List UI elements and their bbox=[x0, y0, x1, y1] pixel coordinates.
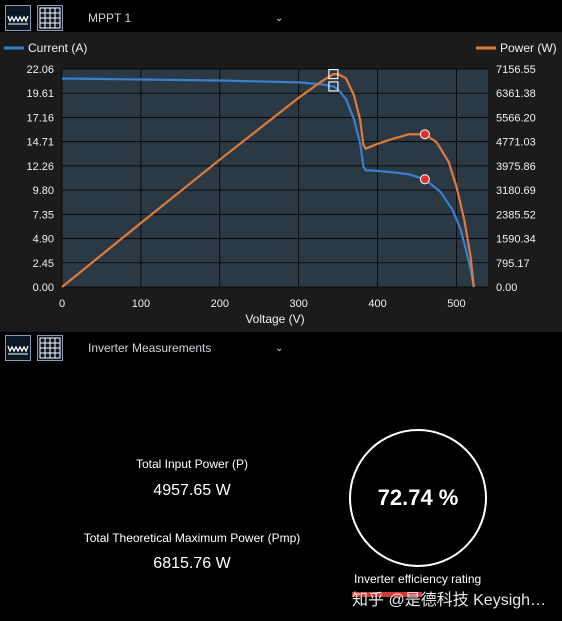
y-right-tick-label: 2385.52 bbox=[496, 209, 536, 221]
axis-ticks: 0.00 0.00 2.45 795.17 4.90 1590.34 7.35 2385.52… bbox=[26, 64, 535, 310]
legend-current-label: Current (A) bbox=[28, 41, 87, 55]
grid-icon bbox=[39, 337, 61, 359]
legend-power[interactable]: Power (W) bbox=[476, 41, 557, 55]
y-left-tick-label: 9.80 bbox=[33, 185, 54, 197]
input-power-value: 4957.65 W bbox=[153, 482, 231, 499]
circle-marker bbox=[419, 129, 430, 140]
y-right-tick-label: 3975.86 bbox=[496, 161, 536, 173]
y-left-tick-label: 4.90 bbox=[33, 234, 54, 246]
grid-lines bbox=[61, 68, 488, 288]
y-left-tick-label: 22.06 bbox=[26, 64, 54, 76]
legend-power-label: Power (W) bbox=[500, 41, 557, 55]
y-left-tick-label: 7.35 bbox=[33, 209, 54, 221]
y-right-tick-label: 7156.55 bbox=[496, 64, 536, 76]
waveform-view-button[interactable] bbox=[5, 335, 31, 361]
grid-icon bbox=[39, 7, 61, 29]
y-right-tick-label: 795.17 bbox=[496, 258, 530, 270]
input-power-label: Total Input Power (P) bbox=[135, 457, 249, 471]
grid-view-button[interactable] bbox=[37, 5, 63, 31]
efficiency-value: 72.74 % bbox=[377, 485, 459, 510]
x-tick-label: 200 bbox=[211, 298, 229, 310]
y-left-tick-label: 0.00 bbox=[33, 282, 54, 294]
y-right-tick-label: 4771.03 bbox=[496, 137, 536, 149]
y-right-tick-label: 6361.38 bbox=[496, 88, 536, 100]
circle-marker bbox=[419, 174, 430, 185]
plot-area bbox=[62, 69, 488, 287]
y-right-tick-label: 5566.20 bbox=[496, 112, 536, 124]
efficiency-label: Inverter efficiency rating bbox=[354, 572, 482, 586]
iv-pv-chart: Current (A) Power (W) 0.00 0.00 2.45 795.17… bbox=[0, 32, 562, 332]
x-tick-label: 100 bbox=[132, 298, 150, 310]
y-right-tick-label: 0.00 bbox=[496, 282, 517, 294]
max-power-label: Total Theoretical Maximum Power (Pmp) bbox=[83, 531, 301, 545]
measurement-selector[interactable]: Inverter Measurements bbox=[88, 341, 212, 355]
y-left-tick-label: 19.61 bbox=[26, 88, 54, 100]
square-marker bbox=[328, 68, 339, 80]
y-right-tick-label: 3180.69 bbox=[496, 185, 536, 197]
legend-current[interactable]: Current (A) bbox=[4, 41, 87, 55]
x-tick-label: 0 bbox=[59, 298, 65, 310]
series-markers bbox=[328, 68, 430, 185]
x-tick-label: 500 bbox=[447, 298, 465, 310]
chevron-down-icon[interactable]: ⌄ bbox=[275, 13, 284, 24]
inverter-toolbar: Inverter Measurements ⌄ bbox=[0, 332, 562, 364]
y-left-tick-label: 14.71 bbox=[26, 137, 54, 149]
mppt-toolbar: MPPT 1 ⌄ bbox=[0, 2, 562, 34]
square-marker bbox=[328, 81, 339, 92]
x-tick-label: 400 bbox=[368, 298, 386, 310]
grid-view-button[interactable] bbox=[37, 335, 63, 361]
waveform-view-button[interactable] bbox=[5, 5, 31, 31]
watermark: 知乎 @是德科技 Keysigh… bbox=[352, 592, 547, 609]
series-lines bbox=[61, 72, 475, 288]
y-left-tick-label: 2.45 bbox=[33, 258, 54, 270]
x-tick-label: 300 bbox=[289, 298, 307, 310]
max-power-value: 6815.76 W bbox=[153, 555, 231, 572]
power-series-line bbox=[61, 72, 475, 288]
y-left-tick-label: 12.26 bbox=[26, 161, 54, 173]
waveform-icon bbox=[7, 15, 29, 25]
watermark-underline bbox=[352, 592, 422, 597]
mppt-selector[interactable]: MPPT 1 bbox=[88, 11, 132, 25]
y-right-tick-label: 1590.34 bbox=[496, 234, 536, 246]
efficiency-gauge: 72.74 % bbox=[349, 429, 487, 567]
chevron-down-icon[interactable]: ⌄ bbox=[275, 343, 284, 354]
y-left-tick-label: 17.16 bbox=[26, 112, 54, 124]
waveform-icon bbox=[7, 345, 29, 355]
x-axis-label: Voltage (V) bbox=[245, 312, 304, 326]
current-series-line bbox=[61, 77, 475, 288]
